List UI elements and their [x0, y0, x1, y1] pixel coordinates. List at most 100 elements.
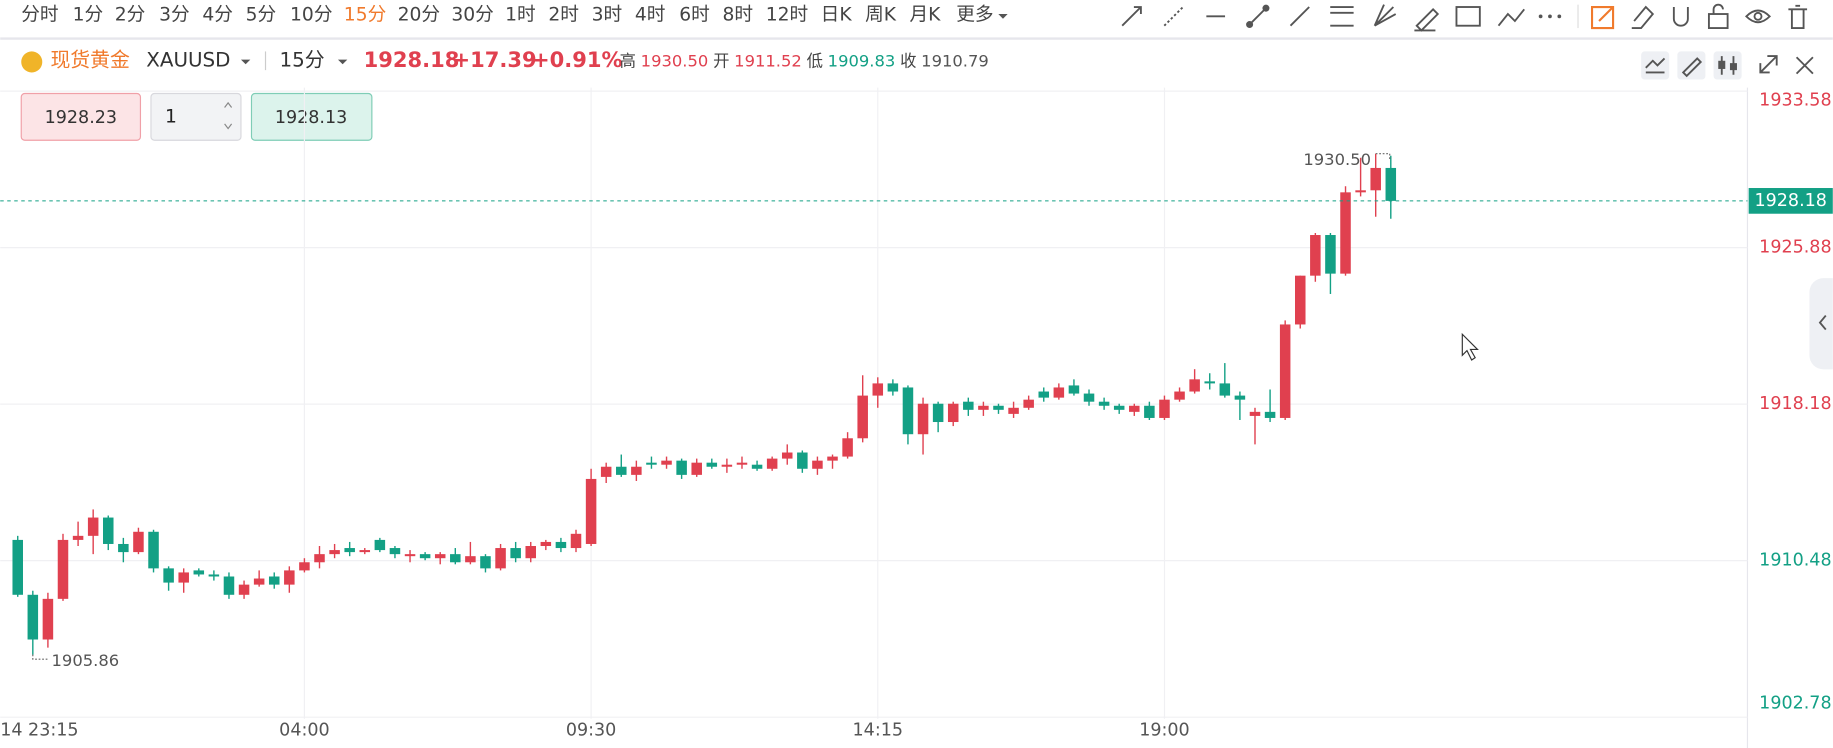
symbol-code[interactable]: XAUUSD — [146, 48, 230, 71]
candle-body — [1113, 405, 1125, 410]
candle-body — [1189, 379, 1200, 392]
close-label: 收 — [900, 51, 916, 70]
candle-body — [434, 554, 446, 559]
candle-body — [1068, 385, 1080, 394]
candle-body — [691, 462, 702, 475]
symbol-icon — [21, 51, 43, 73]
symbol-name[interactable]: 现货黄金 — [50, 48, 130, 71]
candle-body — [72, 535, 84, 540]
candle-body — [1234, 395, 1246, 400]
candle-body — [1053, 387, 1065, 398]
interval-toolbar: 分时 1分 2分 3分 4分 5分 10分 15分 20分 30分 1时 2时 3时 4时 6时 8时 12时日… — [21, 5, 1008, 26]
open-label: 开 — [713, 51, 729, 70]
more-arrow — [998, 14, 1008, 19]
candle-body — [495, 548, 506, 569]
current-price-tag — [1748, 188, 1833, 214]
buy-button[interactable] — [250, 92, 373, 141]
candle-body — [12, 539, 23, 595]
candle-body — [917, 403, 929, 435]
low-label: 低 — [807, 51, 823, 70]
interval-tab[interactable]: 更多 — [956, 5, 993, 26]
candle-body — [1294, 275, 1306, 325]
candle-body — [1174, 391, 1185, 400]
interval-tab[interactable]: 15分 — [344, 5, 386, 26]
candle-body — [842, 438, 853, 457]
close-value: 1910.79 — [921, 51, 989, 70]
interval-tab[interactable]: 分时 — [21, 5, 58, 26]
candle-body — [1310, 235, 1321, 276]
candle-body — [902, 387, 914, 435]
interval-tab[interactable]: 4时 — [635, 5, 666, 26]
interval-tab[interactable]: 20分 — [398, 5, 440, 26]
candle-body — [1264, 411, 1276, 418]
candle-body — [103, 517, 114, 544]
candle-body — [1008, 407, 1019, 414]
candle-body — [1340, 192, 1351, 274]
interval-tab[interactable]: 3分 — [159, 5, 190, 26]
interval-tab[interactable]: 10分 — [290, 5, 332, 26]
symbol-header: 现货黄金 XAUUSD 15分 1928.18 +17.39 +0.91% 高 … — [21, 47, 989, 73]
candle-body — [208, 574, 220, 577]
y-tick-label: 1933.58 — [1759, 91, 1831, 111]
candle-body — [223, 576, 235, 595]
quantity-input[interactable] — [150, 92, 242, 141]
x-tick-label: 09:30 — [566, 720, 616, 740]
interval-tab[interactable]: 月K — [909, 5, 941, 26]
candle-body — [314, 554, 325, 563]
candle-body — [118, 543, 129, 553]
candle-body — [646, 462, 657, 465]
candle-body — [1219, 383, 1231, 396]
candle-body — [932, 403, 944, 423]
quantity[interactable]: 1 — [165, 106, 177, 127]
candle-body — [42, 598, 54, 640]
candle-body — [193, 570, 205, 575]
interval-tab[interactable]: 30分 — [451, 5, 493, 26]
candle-body — [148, 531, 159, 569]
change: +17.39 — [453, 47, 537, 72]
candle-body — [404, 554, 416, 557]
max-leader — [1375, 153, 1391, 161]
candle-body — [540, 541, 552, 547]
candle-body — [163, 568, 174, 583]
max-label: 1930.50 — [1303, 150, 1371, 169]
y-tick-label: 1902.78 — [1759, 694, 1831, 714]
candle-body — [268, 576, 280, 585]
candle-body — [284, 570, 295, 585]
sell-button[interactable] — [20, 92, 142, 141]
plot: 1928.18 1930.50 1905.86 — [0, 150, 1833, 670]
candle-body — [1144, 405, 1155, 418]
candle-body — [585, 478, 597, 544]
interval-tab[interactable]: 2分 — [115, 5, 146, 26]
interval-tab[interactable]: 5分 — [246, 5, 277, 26]
buy-price[interactable]: 1928.13 — [275, 108, 347, 128]
interval-tab[interactable]: 12时 — [766, 5, 808, 26]
interval-tab[interactable]: 3时 — [592, 5, 623, 26]
chart-controls[interactable] — [1641, 51, 1814, 80]
order-panel: 1928.23 1 1928.13 — [20, 92, 373, 141]
interval-tab[interactable]: 1分 — [73, 5, 104, 26]
interval-tab[interactable]: 6时 — [679, 5, 710, 26]
interval-tab[interactable]: 4分 — [202, 5, 233, 26]
candle-body — [1325, 235, 1336, 274]
interval-tab[interactable]: 1时 — [505, 5, 536, 26]
candle-body — [299, 562, 310, 571]
sell-price[interactable]: 1928.23 — [45, 108, 117, 128]
candle-body — [872, 383, 884, 396]
candle-body — [570, 533, 582, 549]
interval-tab[interactable]: 2时 — [548, 5, 579, 26]
interval-tab[interactable]: 日K — [821, 5, 853, 26]
interval-select[interactable]: 15分 — [280, 48, 325, 71]
candle-body — [178, 572, 189, 583]
interval-tab[interactable]: 周K — [865, 5, 897, 26]
x-tick-label: 04:00 — [279, 720, 329, 740]
candle-body — [676, 460, 687, 475]
candle-body — [797, 452, 808, 469]
min-label: 1905.86 — [52, 651, 120, 670]
candle-body — [661, 460, 672, 465]
drawing-tools[interactable] — [1121, 3, 1808, 32]
interval-tab[interactable]: 8时 — [722, 5, 753, 26]
candle-body — [465, 556, 476, 563]
candle-body — [389, 548, 401, 555]
candle-body — [631, 466, 642, 475]
